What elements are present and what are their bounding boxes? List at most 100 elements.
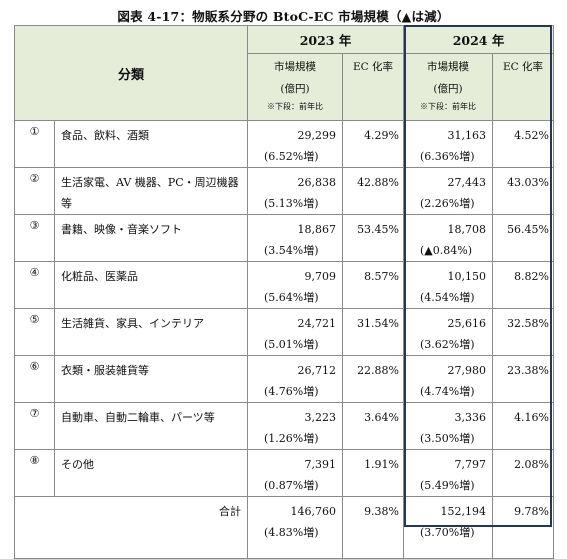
category-name: 衣類・服装雑貨等 [53, 355, 249, 403]
yoy-change: (5.49%増) [420, 479, 475, 492]
yoy-note: ※下段：前年比 [267, 102, 324, 111]
value: 7,797 [454, 458, 487, 471]
ec-rate-2023: 1.91% [342, 449, 405, 497]
row-number: ③ [14, 214, 55, 262]
total-ec-rate-2023: 9.38% [342, 496, 405, 559]
category-header: 分類 [13, 25, 249, 121]
market-size-label: 市場規模 [427, 61, 470, 73]
ec-rate-2023: 31.54% [342, 308, 405, 356]
yoy-change: (▲0.84%) [420, 244, 473, 257]
market-size-2024: 3,336 (3.50%増) [403, 402, 494, 450]
category-name: 生活家電、AV 機器、PC・周辺機器等 [53, 167, 249, 215]
market-size-2024: 27,980 (4.74%増) [403, 355, 494, 403]
total-value-2024: 152,194 (3.70%増) [403, 496, 494, 559]
table-row: ⑤ 生活雑貨、家具、インテリア 24,721 (5.01%増) 31.54% 25,616… [14, 308, 555, 356]
table-row: ② 生活家電、AV 機器、PC・周辺機器等 26,838 (5.13%増) 42.88%… [14, 167, 555, 215]
table-row: ⑦ 自動車、自動二輪車、パーツ等 3,223 (1.26%増) 3.64% 3,336 (3… [14, 402, 555, 450]
market-size-2023: 26,712 (4.76%増) [247, 355, 344, 403]
yoy-change: (5.13%増) [264, 197, 319, 210]
market-size-2023: 9,709 (5.64%増) [247, 261, 344, 309]
ec-rate-2023: 42.88% [342, 167, 405, 215]
ec-rate-2024: 23.38% [492, 355, 555, 403]
market-size-header-2024: 市場規模 (億円) ※下段：前年比 [403, 53, 494, 121]
market-size-2024: 7,797 (5.49%増) [403, 449, 494, 497]
market-size-table: 分類 2023 年 2024 年 市場規模 (億円) ※下段：前年比 EC 化率… [13, 25, 555, 559]
yoy-change: (4.74%増) [420, 385, 475, 398]
yoy-change: (6.36%増) [420, 150, 475, 163]
value: 24,721 [297, 317, 337, 330]
row-number: ⑤ [14, 308, 55, 356]
total-change: (4.83%増) [264, 526, 319, 539]
market-size-2023: 3,223 (1.26%増) [247, 402, 344, 450]
value: 25,616 [447, 317, 487, 330]
total-label-text: 合計 [219, 505, 242, 518]
market-size-table-frame: 分類 2023 年 2024 年 市場規模 (億円) ※下段：前年比 EC 化率… [13, 25, 555, 559]
market-size-2023: 7,391 (0.87%増) [247, 449, 344, 497]
value: 7,391 [304, 458, 337, 471]
market-size-2024: 27,443 (2.26%増) [403, 167, 494, 215]
total-label: 合計 [13, 496, 249, 559]
market-size-header-2023: 市場規模 (億円) ※下段：前年比 [247, 53, 344, 121]
row-number: ① [14, 120, 55, 168]
table-row: ③ 書籍、映像・音楽ソフト 18,867 (3.54%増) 53.45% 18,708 (▲… [14, 214, 555, 262]
value: 18,708 [447, 223, 487, 236]
total-value-2023: 146,760 (4.83%増) [247, 496, 344, 559]
market-size-2023: 29,299 (6.52%増) [247, 120, 344, 168]
ec-rate-2023: 4.29% [342, 120, 405, 168]
yoy-change: (0.87%増) [264, 479, 319, 492]
yoy-change: (3.50%増) [420, 432, 475, 445]
yoy-change: (1.26%増) [264, 432, 319, 445]
table-row: ① 食品、飲料、酒類 29,299 (6.52%増) 4.29% 31,163 (6.36%… [14, 120, 555, 168]
category-name: 化粧品、医薬品 [53, 261, 249, 309]
ec-rate-2023: 3.64% [342, 402, 405, 450]
value: 10,150 [447, 270, 487, 283]
ec-rate-2023: 8.57% [342, 261, 405, 309]
value: 3,223 [304, 411, 337, 424]
yoy-change: (5.01%増) [264, 338, 319, 351]
total-value: 152,194 [440, 505, 487, 518]
ec-rate-2024: 43.03% [492, 167, 555, 215]
market-size-2023: 24,721 (5.01%増) [247, 308, 344, 356]
figure-title: 図表 4-17：物販系分野の BtoC-EC 市場規模（▲は減） [117, 9, 450, 24]
value: 26,712 [297, 364, 337, 377]
row-number: ⑥ [14, 355, 55, 403]
unit-label: (億円) [433, 83, 463, 95]
table-row: ④ 化粧品、医薬品 9,709 (5.64%増) 8.57% 10,150 (4.54%増)… [14, 261, 555, 309]
market-size-label: 市場規模 [274, 61, 317, 73]
total-ec-rate-2024: 9.78% [492, 496, 555, 559]
yoy-change: (3.54%増) [264, 244, 319, 257]
ec-rate-2024: 2.08% [492, 449, 555, 497]
total-change: (3.70%増) [420, 526, 475, 539]
ec-rate-2024: 4.16% [492, 402, 555, 450]
category-name: 生活雑貨、家具、インテリア [53, 308, 249, 356]
ec-rate-2023: 22.88% [342, 355, 405, 403]
table-row: ⑧ その他 7,391 (0.87%増) 1.91% 7,797 (5.49%増) 2.08% [14, 449, 555, 497]
market-size-2023: 26,838 (5.13%増) [247, 167, 344, 215]
category-name: その他 [53, 449, 249, 497]
ec-rate-header-2024: EC 化率 [492, 53, 555, 121]
yoy-change: (4.76%増) [264, 385, 319, 398]
value: 18,867 [297, 223, 337, 236]
yoy-change: (3.62%増) [420, 338, 475, 351]
table-body: ① 食品、飲料、酒類 29,299 (6.52%増) 4.29% 31,163 (6.36%… [14, 120, 555, 497]
market-size-2024: 10,150 (4.54%増) [403, 261, 494, 309]
ec-rate-2023: 53.45% [342, 214, 405, 262]
total-value: 146,760 [290, 505, 337, 518]
header-row-columns: 市場規模 (億円) ※下段：前年比 EC 化率 市場規模 (億円) ※下段：前年… [14, 53, 555, 121]
ec-rate-2024: 8.82% [492, 261, 555, 309]
yoy-note: ※下段：前年比 [420, 102, 477, 111]
row-number: ② [14, 167, 55, 215]
ec-rate-2024: 56.45% [492, 214, 555, 262]
market-size-2023: 18,867 (3.54%増) [247, 214, 344, 262]
category-name: 書籍、映像・音楽ソフト [53, 214, 249, 262]
value: 27,980 [447, 364, 487, 377]
header-row-years: 分類 2023 年 2024 年 [13, 25, 555, 121]
market-size-2024: 25,616 (3.62%増) [403, 308, 494, 356]
category-name: 食品、飲料、酒類 [53, 120, 249, 168]
value: 26,838 [297, 176, 337, 189]
yoy-change: (4.54%増) [420, 291, 475, 304]
unit-label: (億円) [280, 83, 310, 95]
category-name: 自動車、自動二輪車、パーツ等 [53, 402, 249, 450]
row-number: ⑦ [14, 402, 55, 450]
value: 29,299 [297, 129, 337, 142]
